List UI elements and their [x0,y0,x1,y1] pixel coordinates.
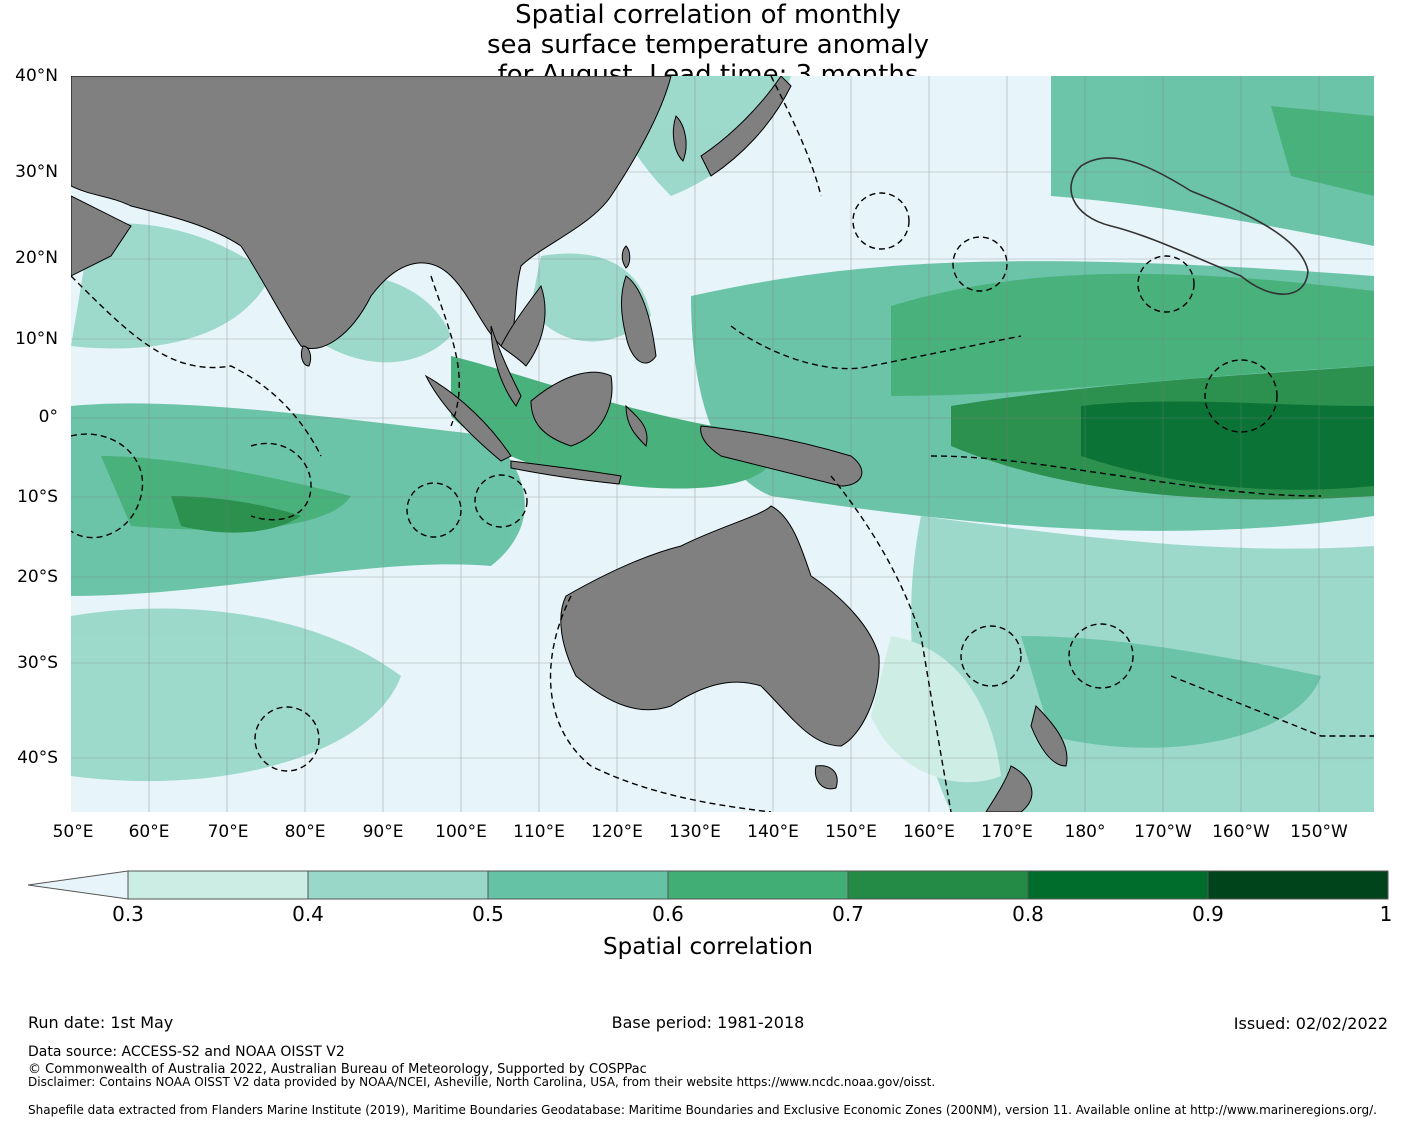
lat-label-0: 0° [38,407,58,427]
land [70,75,1068,813]
colorbar-tick-0.8: 0.8 [1012,902,1044,926]
eez-boundaries [70,75,1374,813]
disclaimer: Disclaimer: Contains NOAA OISST V2 data … [28,1075,936,1089]
shapefile-credit: Shapefile data extracted from Flanders M… [28,1103,1377,1117]
south-indian-patch [71,608,401,782]
lon-label-150w: 150°W [1290,822,1348,842]
sumatra [424,374,512,462]
base-period: Base period: 1981-2018 [611,1013,805,1032]
australia [560,505,880,747]
indochina [500,284,546,367]
colorbar-bin-2 [307,870,489,900]
title-line-2: sea surface temperature anomaly [487,30,929,60]
colorbar-bin-5 [847,870,1029,900]
indian-core [171,496,301,533]
lat-label-40s: 40°S [17,748,58,768]
scs [531,253,651,342]
lat-label-10n: 10°N [15,329,58,349]
issued-date: Issued: 02/02/2022 [1233,1014,1388,1033]
new-zealand-north [1030,705,1068,767]
lat-label-10s: 10°S [17,487,58,507]
lon-label-170e: 170°E [981,822,1033,842]
data-source: Data source: ACCESS-S2 and NOAA OISST V2 [28,1044,345,1060]
sulawesi [625,404,648,447]
lon-label-180: 180° [1064,822,1106,842]
colorbar-tick-0.3: 0.3 [112,902,144,926]
pacific-band-high [891,273,1374,396]
lon-label-160e: 160°E [903,822,955,842]
map-panel [70,75,1374,813]
lon-label-70e: 70°E [207,822,249,842]
colorbar-bin-1 [127,870,309,900]
tasman [871,636,1001,783]
npacific-band-2 [1271,106,1374,196]
colorbar-tick-0.6: 0.6 [652,902,684,926]
indian-band-high [101,456,351,530]
colorbar-bin-6 [1027,870,1209,900]
colorbar-bin-4 [667,870,849,900]
lon-label-60e: 60°E [128,822,170,842]
lat-label-20s: 20°S [17,567,58,587]
colorbar-bin-7 [1207,870,1389,900]
hawaii-boundary [1070,157,1309,295]
lon-label-90e: 90°E [362,822,404,842]
colorbar-extend-arrow [28,870,129,900]
lat-label-20n: 20°N [15,248,58,268]
lat-label-40n: 40°N [15,66,58,86]
maritime [451,356,775,489]
lon-label-120e: 120°E [591,822,643,842]
south-pacific-patch-2 [1021,636,1321,748]
japan [700,75,792,177]
title-line-1: Spatial correlation of monthly [515,0,901,30]
chart-title: Spatial correlation of monthly sea surfa… [0,0,1416,90]
lon-label-110e: 110°E [513,822,565,842]
lat-label-30n: 30°N [15,162,58,182]
lon-label-130e: 130°E [669,822,721,842]
copyright: © Commonwealth of Australia 2022, Austra… [28,1062,647,1077]
map-canvas [70,75,1374,813]
colorbar-tick-0.9: 0.9 [1192,902,1224,926]
colorbar-tick-1: 1 [1379,902,1393,926]
lat-label-30s: 30°S [17,653,58,673]
lon-label-50e: 50°E [52,822,94,842]
colorbar-bin-3 [487,870,669,900]
pacific-core-dark [1081,401,1374,490]
borneo [530,371,613,447]
sri-lanka [300,345,312,367]
philippines [621,275,657,364]
colorbar-tick-0.5: 0.5 [472,902,504,926]
java [510,460,622,485]
lon-label-150e: 150°E [825,822,877,842]
tasmania [814,765,838,790]
taiwan [621,245,631,269]
lon-label-80e: 80°E [284,822,326,842]
lon-label-100e: 100°E [435,822,487,842]
gridlines [71,76,1374,812]
arabia [70,195,132,277]
lon-label-160w: 160°W [1212,822,1270,842]
korea [672,115,687,162]
correlation-field [71,76,1374,812]
malay-peninsula [490,325,522,407]
colorbar-tick-0.4: 0.4 [292,902,324,926]
colorbar-tick-0.7: 0.7 [832,902,864,926]
colorbar [28,870,1389,900]
colorbar-label: Spatial correlation [603,934,813,960]
run-date: Run date: 1st May [28,1013,174,1032]
asia-landmass [70,75,672,350]
arabian-sea [71,223,271,349]
new-guinea [700,425,863,487]
lon-label-170w: 170°W [1134,822,1192,842]
lon-label-140e: 140°E [747,822,799,842]
